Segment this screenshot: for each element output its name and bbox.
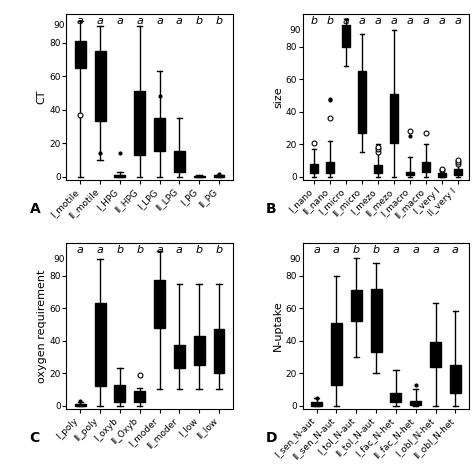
PathPatch shape bbox=[310, 164, 319, 173]
PathPatch shape bbox=[154, 281, 165, 328]
PathPatch shape bbox=[114, 175, 125, 177]
Text: b: b bbox=[136, 245, 143, 255]
Y-axis label: CT: CT bbox=[36, 90, 46, 104]
PathPatch shape bbox=[114, 384, 125, 402]
PathPatch shape bbox=[357, 71, 366, 133]
PathPatch shape bbox=[95, 51, 106, 121]
Text: a: a bbox=[423, 16, 429, 26]
PathPatch shape bbox=[326, 162, 334, 173]
PathPatch shape bbox=[454, 169, 463, 175]
Text: b: b bbox=[373, 245, 380, 255]
PathPatch shape bbox=[213, 175, 224, 177]
Text: a: a bbox=[392, 245, 400, 255]
PathPatch shape bbox=[174, 151, 185, 172]
PathPatch shape bbox=[154, 118, 165, 151]
PathPatch shape bbox=[406, 172, 414, 175]
PathPatch shape bbox=[134, 391, 145, 402]
Text: a: a bbox=[176, 245, 183, 255]
Text: b: b bbox=[196, 245, 203, 255]
Text: b: b bbox=[353, 245, 360, 255]
Text: a: a bbox=[176, 16, 183, 26]
PathPatch shape bbox=[194, 336, 205, 365]
Text: a: a bbox=[438, 16, 446, 26]
PathPatch shape bbox=[374, 165, 383, 173]
Text: a: a bbox=[97, 245, 103, 255]
Text: a: a bbox=[136, 16, 143, 26]
Text: a: a bbox=[156, 16, 163, 26]
PathPatch shape bbox=[371, 289, 382, 352]
Text: a: a bbox=[391, 16, 398, 26]
Text: 90: 90 bbox=[290, 255, 301, 264]
Text: b: b bbox=[116, 245, 123, 255]
Text: a: a bbox=[407, 16, 413, 26]
Text: a: a bbox=[77, 245, 84, 255]
Text: a: a bbox=[455, 16, 462, 26]
Text: C: C bbox=[30, 431, 40, 446]
Text: a: a bbox=[117, 16, 123, 26]
PathPatch shape bbox=[75, 41, 86, 68]
PathPatch shape bbox=[95, 303, 106, 386]
PathPatch shape bbox=[390, 94, 399, 142]
Text: b: b bbox=[327, 16, 334, 26]
PathPatch shape bbox=[422, 162, 430, 172]
Text: 90: 90 bbox=[53, 255, 64, 264]
PathPatch shape bbox=[430, 342, 441, 367]
Text: D: D bbox=[266, 431, 278, 446]
Text: a: a bbox=[313, 245, 320, 255]
Text: A: A bbox=[30, 203, 40, 217]
Text: a: a bbox=[343, 16, 349, 26]
Y-axis label: N-uptake: N-uptake bbox=[273, 301, 283, 352]
PathPatch shape bbox=[351, 290, 362, 321]
PathPatch shape bbox=[75, 404, 86, 406]
Text: a: a bbox=[77, 16, 84, 26]
PathPatch shape bbox=[450, 365, 461, 392]
Y-axis label: oxygen requirement: oxygen requirement bbox=[36, 269, 46, 383]
Text: a: a bbox=[412, 245, 419, 255]
Y-axis label: size: size bbox=[273, 86, 283, 108]
PathPatch shape bbox=[331, 323, 342, 384]
Text: a: a bbox=[156, 245, 163, 255]
PathPatch shape bbox=[194, 176, 205, 177]
PathPatch shape bbox=[342, 25, 350, 47]
Text: B: B bbox=[266, 203, 277, 217]
PathPatch shape bbox=[391, 392, 401, 402]
Text: a: a bbox=[432, 245, 439, 255]
Text: a: a bbox=[374, 16, 382, 26]
Text: 90: 90 bbox=[53, 21, 64, 31]
Text: 90: 90 bbox=[290, 26, 301, 35]
PathPatch shape bbox=[410, 401, 421, 405]
Text: b: b bbox=[215, 245, 222, 255]
Text: a: a bbox=[452, 245, 459, 255]
PathPatch shape bbox=[134, 91, 145, 155]
PathPatch shape bbox=[213, 329, 224, 373]
PathPatch shape bbox=[438, 173, 447, 177]
Text: a: a bbox=[333, 245, 340, 255]
PathPatch shape bbox=[174, 345, 185, 368]
Text: a: a bbox=[97, 16, 103, 26]
PathPatch shape bbox=[311, 402, 322, 406]
Text: b: b bbox=[310, 16, 318, 26]
Text: b: b bbox=[215, 16, 222, 26]
Text: a: a bbox=[358, 16, 365, 26]
Text: b: b bbox=[196, 16, 203, 26]
